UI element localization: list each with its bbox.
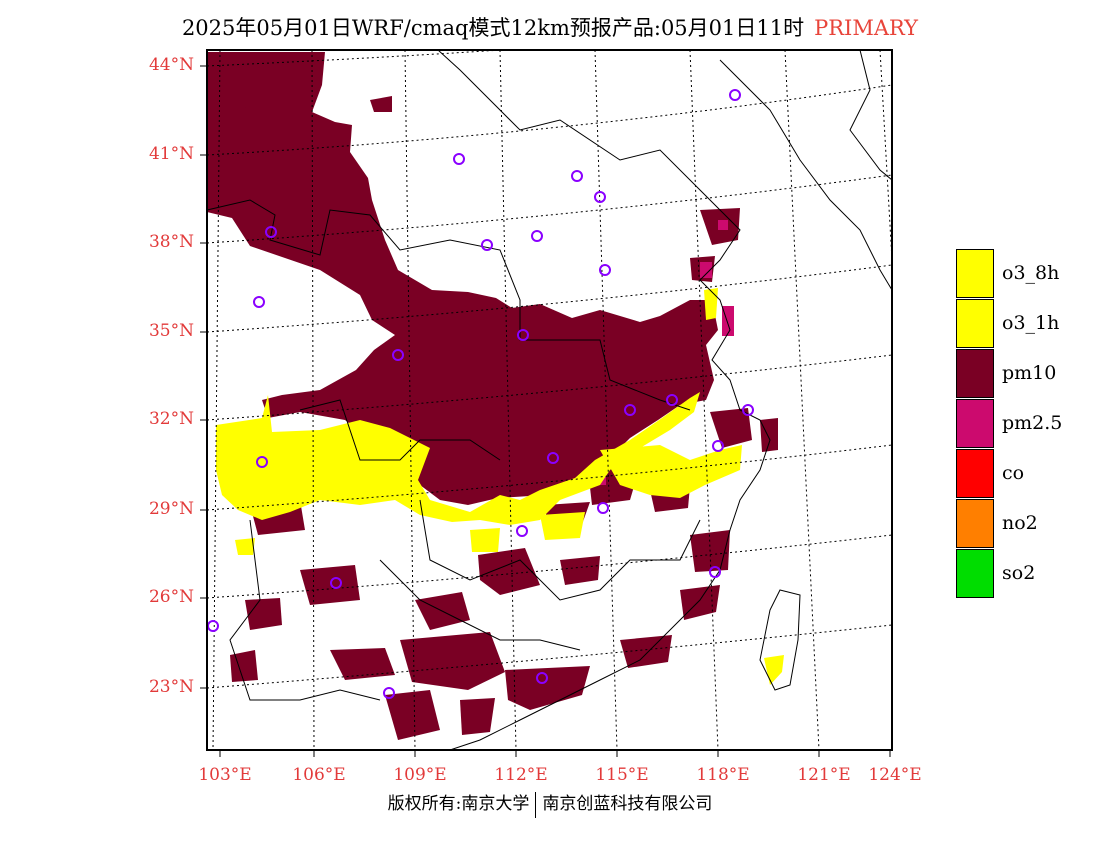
legend-swatch [956,549,994,598]
legend-swatch [956,349,994,398]
lon-label: 103°E [198,765,252,785]
lon-ticks [219,750,891,757]
graticule [207,50,892,750]
map-frame [206,49,893,751]
lon-label: 112°E [494,765,548,785]
legend-swatch [956,399,994,448]
o3-region [216,288,784,685]
legend-label: pm10 [1002,362,1057,384]
city-markers [207,89,754,699]
lon-label: 124°E [868,765,922,785]
lat-label: 32°N [148,409,194,429]
lon-label: 115°E [595,765,649,785]
legend-label: co [1002,462,1025,484]
boundaries [207,50,892,750]
lat-label: 38°N [148,232,194,252]
legend-label: o3_8h [1002,262,1060,284]
pm10-region [207,52,778,740]
lat-ticks [200,65,207,689]
title-main: 2025年05月01日WRF/cmaq模式12km预报产品:05月01日11时 [181,16,805,40]
title-primary-tag: PRIMARY [814,16,919,40]
legend-label: no2 [1002,512,1038,534]
copyright-right: 南京创蓝科技有限公司 [542,794,713,814]
lat-label: 23°N [148,677,194,697]
lon-label: 109°E [393,765,447,785]
lat-label: 35°N [148,321,194,341]
lat-label: 26°N [148,587,194,607]
lat-label: 41°N [148,144,194,164]
lon-label: 118°E [696,765,750,785]
legend-swatch [956,249,994,298]
lat-label: 44°N [148,55,194,75]
footer-separator [535,791,537,818]
lon-label: 106°E [292,765,346,785]
legend-label: pm2.5 [1002,412,1063,434]
lat-label: 29°N [148,499,194,519]
legend-swatch [956,499,994,548]
legend-swatch [956,449,994,498]
copyright-footer: 版权所有:南京大学 南京创蓝科技有限公司 [0,789,1100,818]
map-title: 2025年05月01日WRF/cmaq模式12km预报产品:05月01日11时 P… [0,12,1100,42]
lon-label: 121°E [797,765,851,785]
legend-label: so2 [1002,562,1036,584]
legend-swatch [956,299,994,348]
legend-label: o3_1h [1002,312,1060,334]
copyright-left: 版权所有:南京大学 [387,794,530,814]
